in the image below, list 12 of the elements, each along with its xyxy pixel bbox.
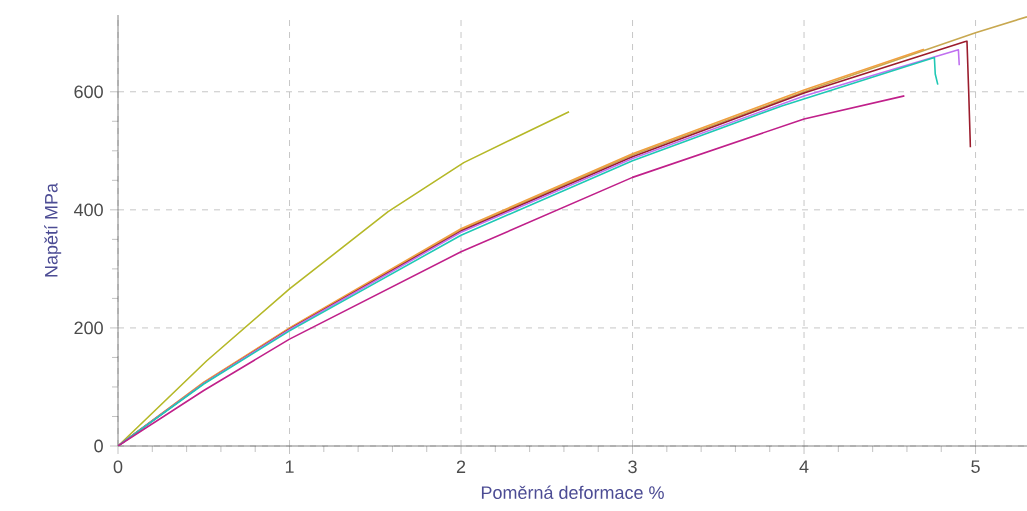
x-axis-title: Poměrná deformace % — [481, 485, 664, 499]
y-tick-label: 200 — [74, 321, 103, 335]
y-axis-title: Napětí MPa — [44, 183, 62, 277]
y-tick-label: 600 — [74, 85, 103, 99]
y-tick-label: 400 — [73, 203, 103, 217]
x-tick-label: 3 — [628, 460, 637, 474]
y-tick-label: 0 — [94, 439, 103, 453]
x-tick-label: 2 — [456, 460, 466, 473]
x-tick-label: 0 — [113, 460, 123, 474]
x-tick-label: 4 — [799, 460, 809, 473]
x-tick-label: 1 — [285, 460, 294, 473]
x-tick-label: 5 — [971, 460, 980, 473]
